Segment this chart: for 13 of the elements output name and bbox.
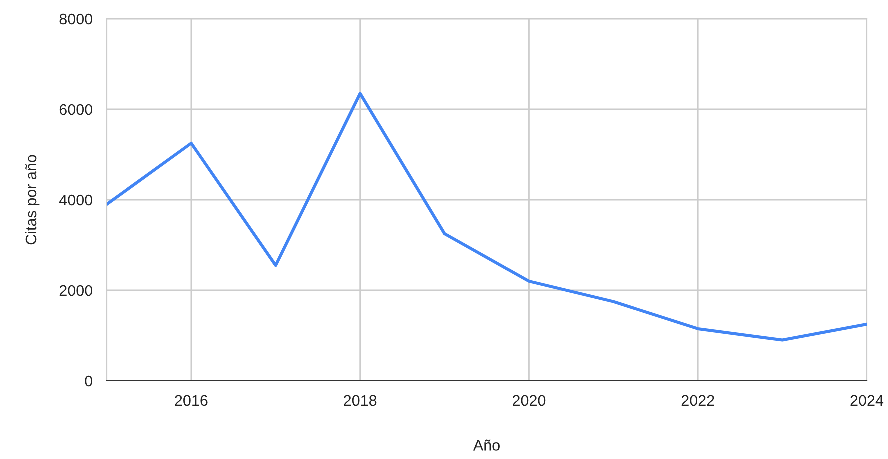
x-tick-label: 2022 [682,395,714,406]
x-tick-label: 2018 [344,395,377,406]
x-tick-label: 2020 [513,395,546,406]
y-tick-label: 6000 [60,104,93,116]
y-tick-label: 8000 [60,14,93,25]
line-series [107,92,867,342]
y-tick-label: 2000 [60,285,93,296]
x-tick-label: 2024 [850,395,884,406]
y-axis-title: Citas por año [25,155,40,245]
x-axis-title: Año [473,440,500,451]
y-tick-label: 4000 [59,194,93,206]
y-tick-label: 0 [85,376,93,387]
x-tick-label: 2016 [175,395,208,406]
